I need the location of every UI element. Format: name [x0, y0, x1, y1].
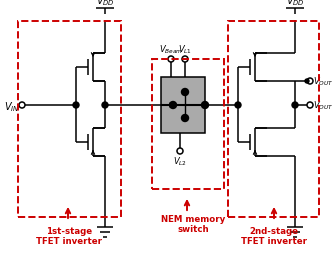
Text: TFET inverter: TFET inverter	[36, 236, 102, 246]
Text: $V_{L1}$: $V_{L1}$	[178, 44, 192, 56]
Text: $V_{DD}$: $V_{DD}$	[286, 0, 304, 8]
Circle shape	[202, 102, 208, 109]
Bar	[161, 78, 205, 133]
Circle shape	[182, 89, 189, 96]
Text: $V_{L2}$: $V_{L2}$	[173, 155, 187, 168]
Bar	[152, 60, 224, 189]
Text: $V_{OUT1}$: $V_{OUT1}$	[313, 75, 332, 88]
Text: 1st-stage: 1st-stage	[46, 227, 92, 235]
Text: $V_{Beam}$: $V_{Beam}$	[159, 44, 183, 56]
Circle shape	[102, 103, 108, 108]
Bar	[18, 22, 121, 217]
Bar	[228, 22, 319, 217]
Text: $V_{DD}$: $V_{DD}$	[96, 0, 115, 8]
Text: TFET inverter: TFET inverter	[241, 236, 307, 246]
Text: NEM memory: NEM memory	[161, 215, 225, 224]
Circle shape	[73, 103, 79, 108]
Text: 2nd-stage: 2nd-stage	[250, 227, 298, 235]
Circle shape	[305, 80, 309, 84]
Circle shape	[235, 103, 241, 108]
Circle shape	[182, 115, 189, 122]
Circle shape	[292, 103, 298, 108]
Text: $V_{IN}$: $V_{IN}$	[4, 100, 20, 114]
Circle shape	[170, 102, 177, 109]
Text: switch: switch	[177, 225, 209, 234]
Text: $V_{OUT2}$: $V_{OUT2}$	[313, 99, 332, 112]
